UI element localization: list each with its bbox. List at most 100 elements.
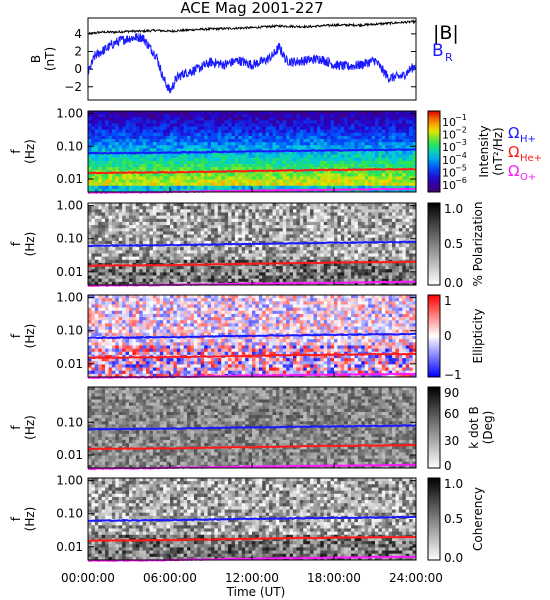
colorbar-tick-label: 0: [444, 329, 452, 343]
y-axis-label: f: [9, 425, 23, 430]
gyrofrequency-h-plus: [87, 515, 417, 523]
x-tick-label: 00:00:00: [61, 571, 115, 585]
y-tick-label: 4: [74, 27, 82, 41]
gyrofrequency-h-plus: [87, 240, 417, 248]
colorbar-tick-label: 0.0: [444, 551, 463, 565]
colorbar-label: % Polarization: [471, 202, 485, 287]
colorbar-tick-label: 10: [442, 141, 456, 154]
y-axis-unit: (Hz): [23, 232, 37, 257]
colorbar: [427, 477, 441, 561]
colorbar-label: k dot B: [467, 406, 481, 448]
legend-b-r: B: [432, 41, 444, 61]
colorbar-tick-label: 0.0: [444, 276, 463, 290]
field-panel: 420−2B (nT)|B|B R: [29, 17, 459, 101]
y-tick-label: 0.10: [56, 139, 83, 153]
colorbar: [427, 202, 441, 286]
colorbar-tick-label: 1.0: [444, 477, 463, 491]
series-b-r: [87, 33, 417, 94]
colorbar-tick-label: 0: [444, 459, 452, 473]
gyrofrequency-he-plus: [87, 352, 417, 359]
y-tick-label: 0.01: [56, 265, 83, 279]
coherency-panel: 1.00 0.10 0.01 f (Hz) 1.0 0.5 0.0 Coherency: [9, 474, 485, 565]
colorbar-tick-label: 10: [442, 166, 456, 179]
heatmap-cells: [88, 478, 417, 561]
colorbar-tick-exponent: −3: [455, 138, 467, 147]
series-b-total: [87, 18, 417, 36]
y-tick-label: 1.00: [56, 199, 83, 213]
legend-omega-o-plus: Ω: [508, 162, 519, 180]
gyrofrequency-h-plus: [87, 424, 417, 431]
y-tick-label: 1.00: [56, 474, 83, 488]
colorbar-tick-label: 10: [442, 129, 456, 142]
legend-subscript: H+: [520, 134, 536, 145]
x-tick-label: 12:00:00: [225, 571, 279, 585]
legend-subscript: O+: [520, 172, 536, 183]
y-axis-unit: (Hz): [23, 139, 37, 164]
panels: 420−2B (nT)|B|B R1.000.100.01f (Hz)10−110−2…: [9, 17, 542, 565]
y-tick-label: 0.01: [56, 172, 83, 186]
legend-b-r-subscript: R: [445, 51, 453, 64]
colorbar: [427, 110, 441, 193]
chart-title: ACE Mag 2001-227: [180, 0, 323, 17]
gyrofrequency-h-plus: [87, 148, 417, 155]
polarization-panel: 1.00 0.10 0.01 f (Hz) 1.0 0.5 0.0 % Polarization: [9, 199, 485, 290]
y-axis-label: f: [9, 241, 23, 246]
colorbar-label: Coherency: [471, 487, 485, 551]
colorbar-tick-exponent: −5: [455, 163, 467, 172]
legend-b-total: |B|: [433, 22, 459, 44]
legend-subscript: He+: [520, 153, 542, 164]
gyrofrequency-he-plus: [88, 260, 416, 268]
y-axis-unit: (nT): [43, 47, 57, 71]
colorbar-tick-exponent: −4: [455, 151, 467, 160]
x-axis: 00:00:00 06:00:00 12:00:00 18:00:00 24:0…: [61, 571, 443, 599]
heatmap-cells: [88, 203, 417, 286]
y-axis-label: f: [9, 516, 23, 521]
y-tick-label: 0.01: [56, 540, 83, 554]
y-axis-unit: (Hz): [23, 324, 37, 349]
y-tick-label: 0.10: [56, 415, 83, 429]
colorbar-tick-label: 1.0: [444, 202, 463, 216]
colorbar: [427, 386, 441, 469]
colorbar-tick-label: 10: [442, 179, 456, 192]
x-tick-label: 24:00:00: [389, 571, 443, 585]
y-tick-label: 0.10: [56, 232, 83, 246]
colorbar-tick-exponent: −6: [455, 176, 467, 185]
y-tick-label: 0.01: [56, 357, 83, 371]
y-tick-label: 0.01: [56, 448, 83, 462]
x-tick-label: 06:00:00: [143, 571, 197, 585]
plot-frame: [87, 17, 417, 101]
x-axis-label: Time (UT): [226, 585, 286, 599]
k_dot_b-panel: 0.10 0.01 f (Hz) 90 60 30 0 k dot B (Deg): [9, 386, 495, 473]
ellipticity-panel: 1.00 0.10 0.01 f (Hz) 1 0 −1 Ellipticity: [9, 291, 485, 382]
y-tick-label: 1.00: [56, 291, 83, 305]
intensity-panel: 1.000.100.01f (Hz)10−110−210−310−410 −510−…: [9, 107, 542, 195]
colorbar-tick-label: 30: [444, 434, 459, 448]
x-tick-label: 18:00:00: [307, 571, 361, 585]
colorbar-label: Ellipticity: [471, 309, 485, 364]
colorbar-tick-label: 0.5: [444, 512, 463, 526]
y-tick-label: 1.00: [56, 107, 83, 121]
legend-omega-h-plus: Ω: [508, 124, 519, 142]
y-tick-label: 2: [74, 45, 82, 59]
heatmap-cells: [88, 295, 417, 378]
y-axis-label: f: [9, 149, 23, 154]
gyrofrequency-he-plus: [87, 535, 417, 542]
colorbar-tick-exponent: −2: [455, 126, 467, 135]
colorbar: [427, 294, 441, 378]
colorbar-tick-label: 10: [442, 116, 456, 129]
colorbar-unit: (nT²/Hz): [491, 127, 505, 175]
colorbar-tick-label: 10: [442, 154, 456, 167]
colorbar-tick-label: 1: [444, 294, 452, 308]
y-tick-label: 0.10: [56, 324, 83, 338]
legend-omega-he-plus: Ω: [508, 143, 519, 161]
colorbar-tick-label: 0.5: [444, 237, 463, 251]
y-tick-label: 0: [74, 62, 82, 76]
y-axis-unit: (Hz): [23, 415, 37, 440]
y-axis-label: f: [9, 333, 23, 338]
gyrofrequency-he-plus: [87, 443, 417, 451]
colorbar-tick-label: 90: [444, 386, 459, 400]
colorbar-unit: (Deg): [481, 411, 495, 445]
colorbar-tick-exponent: −1: [455, 113, 467, 122]
colorbar-tick-label: 60: [444, 407, 459, 421]
